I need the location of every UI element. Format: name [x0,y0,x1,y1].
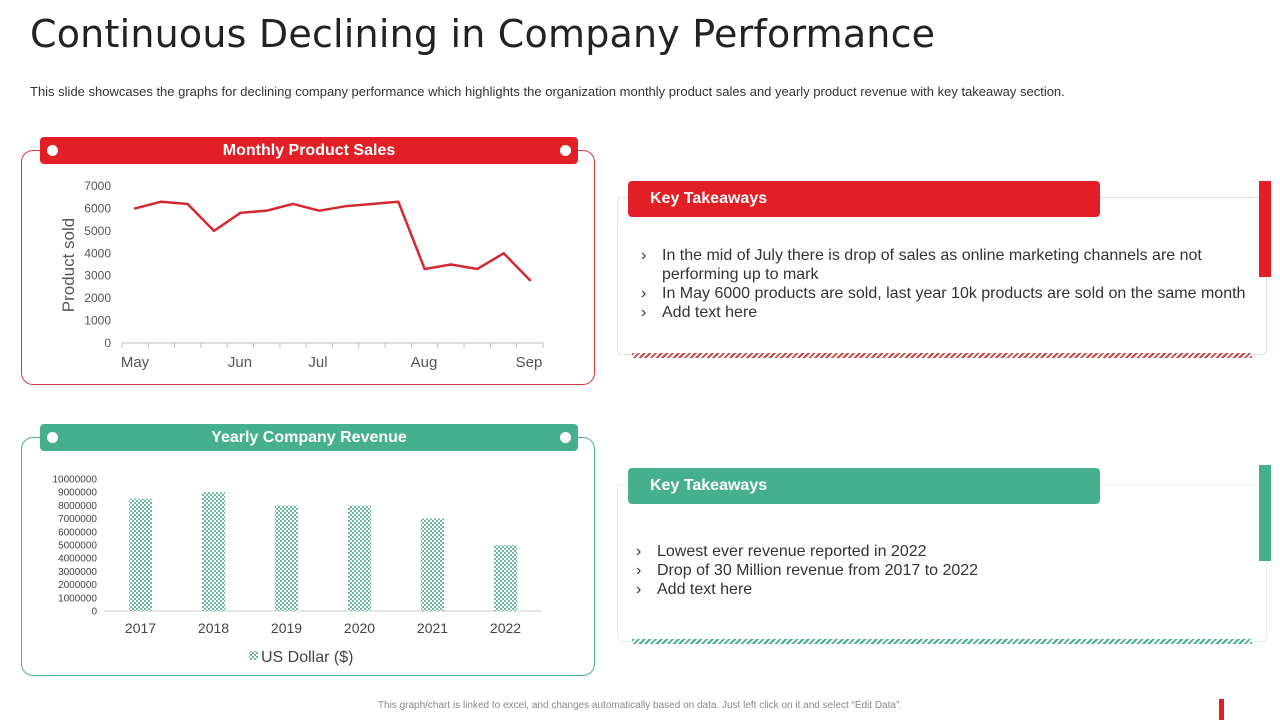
footer-note: This graph/chart is linked to excel, and… [377,700,903,711]
x-tick-label: 2018 [198,620,229,636]
pin-dot-icon [47,145,58,156]
sales-data-point [133,207,137,210]
chevron-right-icon: › [636,543,642,560]
pin-dot-icon [47,432,58,443]
sales-data-point [370,202,374,206]
sales-data-point [239,211,242,215]
sales-takeaways-stripe [632,353,1252,358]
revenue-chart-header: Yearly Company Revenue [40,424,578,451]
y-tick-label: 8000000 [58,501,97,512]
sales-data-point [476,267,479,271]
revenue-bar [494,545,517,611]
x-tick-label: 2021 [417,620,448,636]
revenue-chart-title: Yearly Company Revenue [211,429,407,446]
sales-data-point [160,200,163,203]
sales-data-point [528,279,532,282]
y-tick-label: 4000000 [58,554,97,565]
y-tick-label: 0 [91,607,97,618]
x-tick-label: Jun [228,354,252,371]
revenue-bar [202,492,225,611]
revenue-takeaways-list: › Lowest ever revenue reported in 2022 › D… [636,542,1246,599]
list-item: › Add text here [641,304,758,321]
x-tick-label: 2020 [344,620,375,636]
page-subtitle: This slide showcases the graphs for decl… [30,84,1065,99]
x-tick-label: 2022 [490,620,521,636]
sales-takeaways-list: › In the mid of July there is drop of sal… [641,246,1251,322]
y-axis-label: Product sold [59,218,78,313]
x-tick-label: 2019 [271,620,302,636]
chevron-right-icon: › [641,285,647,302]
revenue-accent-bar [1259,465,1271,561]
sales-takeaways-header: Key Takeaways [628,181,1100,217]
sales-takeaways-card [617,197,1267,355]
legend-label: US Dollar ($) [261,649,353,666]
y-tick-label: 4000 [84,246,111,260]
sales-data-point [502,252,505,255]
sales-data-point [212,229,216,233]
sales-data-point [423,267,426,271]
x-tick-label: Jul [308,354,327,371]
sales-accent-bar [1259,181,1271,277]
list-item: › Drop of 30 Million revenue from 2017 to… [636,562,979,579]
revenue-bar [421,518,444,611]
sales-data-point [449,263,453,266]
revenue-bar [348,505,371,611]
chevron-right-icon: › [641,247,647,264]
y-tick-label: 1000 [84,314,111,328]
chevron-right-icon: › [641,304,647,321]
x-tick-label: 2017 [125,620,156,636]
y-tick-label: 1000000 [58,593,97,604]
y-tick-label: 9000000 [58,488,97,499]
corner-accent [1219,699,1224,720]
y-tick-label: 2000 [84,291,111,305]
revenue-takeaways-card [617,484,1267,642]
y-tick-label: 10000000 [53,475,98,486]
revenue-bar [129,498,152,611]
sales-data-point [186,202,189,206]
x-tick-label: May [121,354,150,371]
sales-data-point [291,202,295,206]
chevron-right-icon: › [636,562,642,579]
list-item: › In May 6000 products are sold, last yea… [641,285,1246,302]
x-tick-label: Sep [516,354,543,371]
sales-data-point [344,204,347,208]
pin-dot-icon [560,145,571,156]
legend-swatch [249,651,258,660]
list-item: › Lowest ever revenue reported in 2022 [636,543,927,560]
y-tick-label: 2000000 [58,580,97,591]
y-tick-label: 7000 [84,179,111,193]
list-item: › In the mid of July there is drop of sal… [641,247,1202,283]
sales-data-point [318,209,321,212]
y-tick-label: 3000000 [58,567,97,578]
y-tick-label: 6000000 [58,527,97,538]
y-tick-label: 6000 [84,201,111,215]
y-tick-label: 3000 [84,269,111,283]
pin-dot-icon [560,432,571,443]
sales-data-point [397,200,400,203]
x-tick-label: Aug [411,354,438,371]
revenue-takeaways-stripe [632,639,1252,644]
y-tick-label: 0 [104,336,111,350]
y-tick-label: 5000000 [58,541,97,552]
revenue-bar [275,505,298,611]
list-item: › Add text here [636,581,753,598]
sales-chart-title: Monthly Product Sales [222,142,396,159]
revenue-takeaways-header: Key Takeaways [628,468,1100,504]
sales-series-line [134,200,531,282]
page-title: Continuous Declining in Company Performa… [30,12,936,56]
sales-data-point [265,209,268,212]
sales-chart-header: Monthly Product Sales [40,137,578,164]
chevron-right-icon: › [636,581,642,598]
y-tick-label: 5000 [84,224,111,238]
y-tick-label: 7000000 [58,514,97,525]
